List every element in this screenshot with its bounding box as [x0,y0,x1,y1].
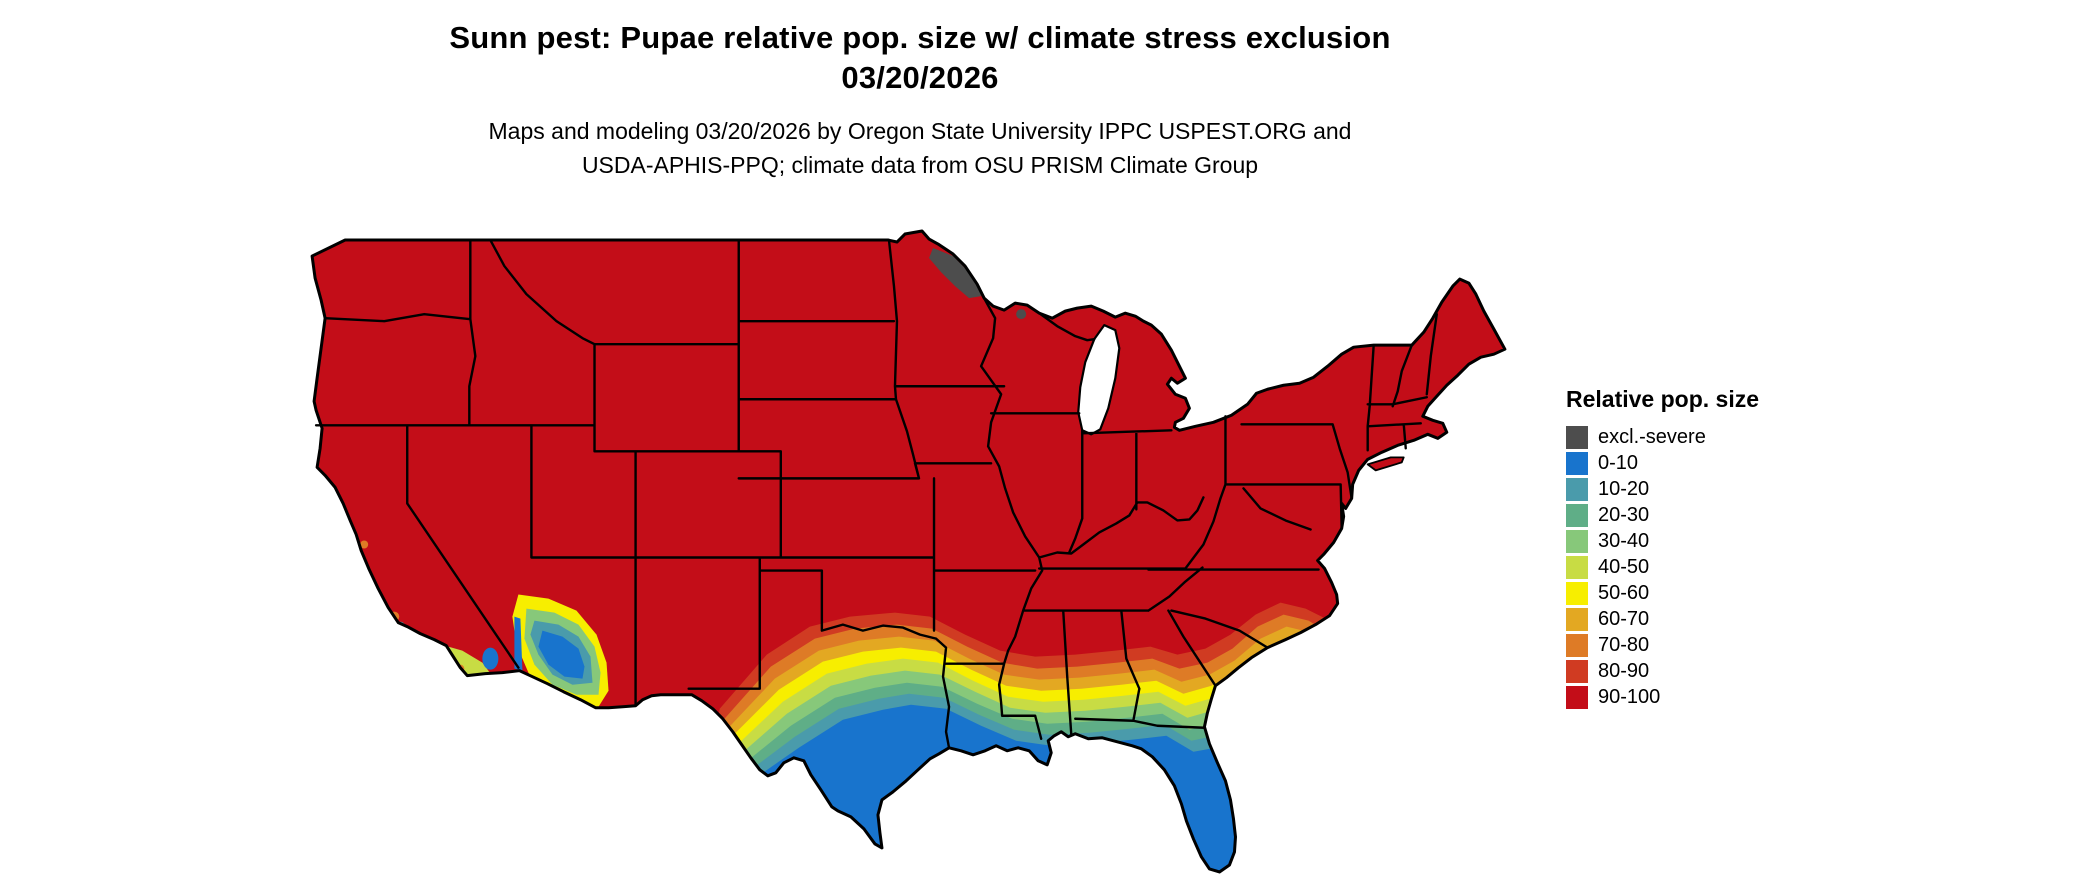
legend-swatch [1566,555,1588,579]
excluded-area-wisconsin [1016,309,1027,320]
legend-swatch [1566,477,1588,501]
legend-swatch [1566,529,1588,553]
legend-item: 0-10 [1566,450,1759,476]
legend-swatch [1566,425,1588,449]
long-island [1366,456,1405,472]
patch-salton-blue [482,647,499,670]
legend-label: excl.-severe [1598,425,1706,448]
figure-title: Sunn pest: Pupae relative pop. size w/ c… [449,20,1391,55]
us-map [310,229,1507,874]
legend-items: excl.-severe 0-10 10-20 20-30 30-40 40-50 50-6… [1566,424,1759,710]
legend-item: 40-50 [1566,554,1759,580]
us-outline [310,229,1507,874]
subtitle-line1: Maps and modeling 03/20/2026 by Oregon S… [488,118,1352,144]
legend-swatch [1566,633,1588,657]
map-legend: Relative pop. size excl.-severe 0-10 10-20… [1566,386,1759,710]
legend-item: 10-20 [1566,476,1759,502]
legend-label: 0-10 [1598,451,1639,474]
legend-label: 70-80 [1598,633,1650,656]
legend-label: 60-70 [1598,607,1650,630]
legend-swatch [1566,659,1588,683]
figure-date: 03/20/2026 [841,60,999,95]
legend-item: 60-70 [1566,606,1759,632]
legend-item: 90-100 [1566,684,1759,710]
legend-swatch [1566,607,1588,631]
legend-label: 30-40 [1598,529,1650,552]
patch-ca-orange-1 [360,540,369,549]
state-borders [314,238,1438,749]
legend-item: 30-40 [1566,528,1759,554]
legend-label: 10-20 [1598,477,1650,500]
legend-label: 20-30 [1598,503,1650,526]
lake-michigan [1077,324,1121,436]
legend-label: 80-90 [1598,659,1650,682]
excluded-area-minnesota [929,248,982,299]
legend-item: excl.-severe [1566,424,1759,450]
figure-header: Sunn pest: Pupae relative pop. size w/ c… [0,18,1840,182]
legend-label: 50-60 [1598,581,1650,604]
legend-item: 80-90 [1566,658,1759,684]
legend-swatch [1566,581,1588,605]
patch-arizona-blue [538,630,585,679]
legend-swatch [1566,503,1588,527]
figure-subtitle: Maps and modeling 03/20/2026 by Oregon S… [0,114,1840,182]
legend-swatch [1566,685,1588,709]
legend-item: 50-60 [1566,580,1759,606]
legend-item: 70-80 [1566,632,1759,658]
legend-item: 20-30 [1566,502,1759,528]
patch-colorado-river-blue [514,616,523,671]
legend-label: 40-50 [1598,555,1650,578]
legend-label: 90-100 [1598,685,1661,708]
subtitle-line2: USDA-APHIS-PPQ; climate data from OSU PR… [581,152,1259,178]
legend-swatch [1566,451,1588,475]
legend-title: Relative pop. size [1566,386,1760,412]
